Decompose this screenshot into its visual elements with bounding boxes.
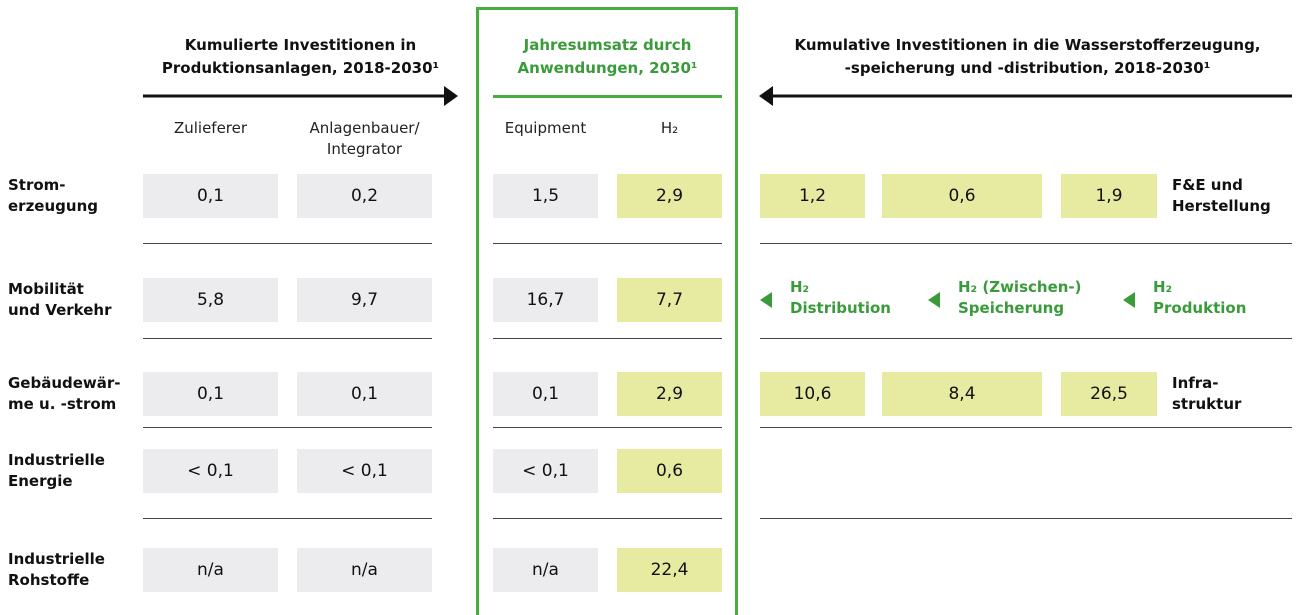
- group-header: Kumulative Investitionen in die Wasserst…: [760, 34, 1295, 80]
- text-line: Equipment: [504, 119, 587, 137]
- text-line: Kumulative Investitionen in die Wasserst…: [794, 36, 1261, 54]
- text-line: Rohstoffe: [8, 571, 90, 589]
- text-line: Gebäudewär-: [8, 374, 121, 392]
- text-line: Infra-: [1172, 374, 1219, 392]
- text-line: F&E und: [1172, 176, 1243, 194]
- column-header: Zulieferer: [133, 118, 288, 139]
- value-cell: 16,7: [493, 278, 598, 322]
- text-line: Produktionsanlagen, 2018-2030¹: [161, 59, 440, 77]
- row-label: Industrielle Rohstoffe: [8, 549, 105, 591]
- value-cell: 0,2: [297, 174, 432, 218]
- text-line: H₂: [660, 119, 679, 137]
- text-line: Anlagenbauer/: [309, 119, 420, 137]
- row-label: Strom-erzeugung: [8, 175, 98, 217]
- value-cell: 0,1: [297, 372, 432, 416]
- value-cell: n/a: [143, 548, 278, 592]
- stage-label: H₂ Distribution: [790, 277, 891, 319]
- value-cell: 26,5: [1061, 372, 1157, 416]
- stage-label: H₂ Produktion: [1153, 277, 1246, 319]
- row-label: Industrielle Energie: [8, 450, 105, 492]
- text-line: Herstellung: [1172, 197, 1271, 215]
- stage-arrow: [760, 292, 772, 308]
- row-label: F&E und Herstellung: [1172, 175, 1271, 217]
- text-line: Zulieferer: [173, 119, 248, 137]
- value-cell: 9,7: [297, 278, 432, 322]
- header-rule: [493, 95, 722, 98]
- value-cell: 7,7: [617, 278, 722, 322]
- value-cell: 0,1: [493, 372, 598, 416]
- text-line: Industrielle: [8, 550, 105, 568]
- row-divider: [493, 427, 722, 428]
- value-cell: 8,4: [882, 372, 1042, 416]
- value-cell: n/a: [493, 548, 598, 592]
- value-cell: 0,6: [882, 174, 1042, 218]
- column-header: H₂: [607, 118, 732, 139]
- text-line: Industrielle: [8, 451, 105, 469]
- value-cell: 1,2: [760, 174, 865, 218]
- column-header: Equipment: [483, 118, 608, 139]
- row-divider: [760, 243, 1292, 244]
- highlight-frame: [476, 7, 738, 615]
- row-divider: [143, 243, 432, 244]
- value-cell: 10,6: [760, 372, 865, 416]
- row-divider: [760, 427, 1292, 428]
- value-cell: 0,6: [617, 449, 722, 493]
- text-line: -speicherung und -distribution, 2018-203…: [844, 59, 1211, 77]
- text-line: me u. -strom: [8, 395, 117, 413]
- value-cell: < 0,1: [493, 449, 598, 493]
- value-cell: 2,9: [617, 174, 722, 218]
- row-divider: [143, 338, 432, 339]
- group-header: Kumulierte Investitionen in Produktionsan…: [143, 34, 458, 80]
- row-divider: [143, 518, 432, 519]
- text-line: Mobilität: [8, 280, 84, 298]
- text-line: Kumulierte Investitionen in: [184, 36, 417, 54]
- value-cell: < 0,1: [143, 449, 278, 493]
- row-label: Mobilität und Verkehr: [8, 279, 112, 321]
- text-line: struktur: [1172, 395, 1242, 413]
- column-header: Anlagenbauer/Integrator: [287, 118, 442, 160]
- value-cell: 1,9: [1061, 174, 1157, 218]
- stage-label: H₂ (Zwischen-) Speicherung: [958, 277, 1082, 319]
- group-header: Jahresumsatz durch Anwendungen, 2030¹: [493, 34, 722, 80]
- text-line: Distribution: [790, 299, 891, 317]
- value-cell: 0,1: [143, 372, 278, 416]
- text-line: erzeugung: [8, 197, 98, 215]
- text-line: H₂: [790, 278, 810, 296]
- row-divider: [493, 243, 722, 244]
- stage-arrow: [928, 292, 940, 308]
- text-line: Anwendungen, 2030¹: [517, 59, 698, 77]
- value-cell: 1,5: [493, 174, 598, 218]
- row-label: Infra-struktur: [1172, 373, 1241, 415]
- text-line: Energie: [8, 472, 73, 490]
- value-cell: n/a: [297, 548, 432, 592]
- text-line: H₂ (Zwischen-): [958, 278, 1082, 296]
- text-line: H₂: [1153, 278, 1173, 296]
- row-divider: [493, 518, 722, 519]
- stage-arrow: [1123, 292, 1135, 308]
- text-line: Jahresumsatz durch: [523, 36, 692, 54]
- row-divider: [760, 338, 1292, 339]
- row-divider: [493, 338, 722, 339]
- row-label: Gebäudewär-me u. -strom: [8, 373, 121, 415]
- row-divider: [760, 518, 1292, 519]
- text-line: Integrator: [326, 140, 403, 158]
- text-line: Strom-: [8, 176, 66, 194]
- text-line: und Verkehr: [8, 301, 112, 319]
- value-cell: 5,8: [143, 278, 278, 322]
- value-cell: 2,9: [617, 372, 722, 416]
- row-divider: [143, 427, 432, 428]
- text-line: Speicherung: [958, 299, 1065, 317]
- value-cell: 0,1: [143, 174, 278, 218]
- value-cell: 22,4: [617, 548, 722, 592]
- text-line: Produktion: [1153, 299, 1247, 317]
- value-cell: < 0,1: [297, 449, 432, 493]
